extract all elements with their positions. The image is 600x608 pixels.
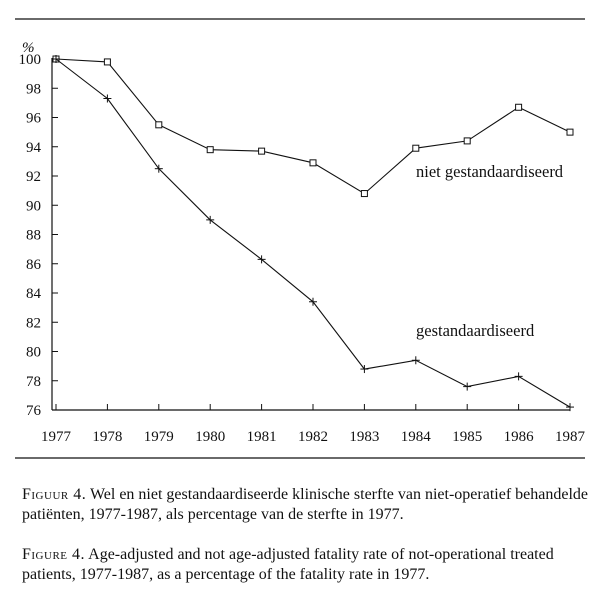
data-point-niet-gestandaardiseerd [258, 147, 266, 155]
data-point-niet-gestandaardiseerd [515, 103, 523, 111]
y-tick-label: 80 [26, 345, 41, 361]
data-point-gestandaardiseerd [206, 215, 215, 224]
series-line-gestandaardiseerd [55, 58, 571, 408]
data-point-gestandaardiseerd [52, 55, 60, 63]
series-layer [52, 55, 574, 412]
caption-english: Figure 4. Age-adjusted and not age-adjus… [22, 545, 588, 585]
y-tick-label: 98 [26, 81, 41, 97]
caption-english-text: Age-adjusted and not age-adjusted fatali… [22, 546, 554, 583]
series-label-gestandaardiseerd: gestandaardiseerd [416, 321, 535, 340]
y-axis-unit: % [22, 40, 35, 56]
data-point-gestandaardiseerd [514, 372, 523, 381]
data-point-gestandaardiseerd [103, 94, 112, 103]
y-tick-label: 88 [26, 228, 41, 244]
x-tick-label: 1982 [298, 429, 328, 445]
data-point-niet-gestandaardiseerd [206, 146, 214, 154]
data-point-gestandaardiseerd [309, 297, 317, 306]
y-tick-label: 94 [26, 140, 42, 156]
x-tick-label: 1979 [144, 429, 174, 445]
data-point-niet-gestandaardiseerd [566, 128, 574, 136]
y-tick-label: 76 [26, 403, 42, 419]
x-tick-label: 1981 [247, 429, 277, 445]
x-tick-label: 1980 [195, 429, 225, 445]
data-point-niet-gestandaardiseerd [103, 58, 111, 66]
x-tick-label: 1985 [452, 429, 482, 445]
x-tick-label: 1986 [504, 429, 535, 445]
data-point-gestandaardiseerd [463, 382, 472, 391]
data-point-gestandaardiseerd [257, 255, 266, 264]
y-tick-label: 92 [26, 169, 41, 185]
y-ticks: 76 78 80 82 84 86 88 90 92 94 96 98 100 [19, 52, 58, 419]
y-tick-label: 90 [26, 198, 41, 214]
data-point-niet-gestandaardiseerd [309, 159, 317, 167]
data-point-niet-gestandaardiseerd [360, 190, 368, 198]
data-point-gestandaardiseerd [411, 356, 420, 365]
y-tick-label: 100 [19, 52, 42, 68]
y-tick-label: 82 [26, 315, 41, 331]
x-tick-label: 1978 [92, 429, 122, 445]
y-tick-label: 78 [26, 374, 41, 390]
series-label-niet-gestandaardiseerd: niet gestandaardiseerd [416, 162, 564, 181]
y-tick-label: 86 [26, 257, 42, 273]
caption-dutch: Figuur 4. Wel en niet gestandaardiseerde… [22, 485, 588, 525]
y-tick-label: 84 [26, 286, 42, 302]
caption-english-lead: Figure 4. [22, 546, 86, 563]
x-tick-label: 1977 [41, 429, 72, 445]
x-tick-label: 1984 [401, 429, 432, 445]
data-point-gestandaardiseerd [154, 164, 163, 173]
caption-dutch-lead: Figuur 4. [22, 486, 87, 503]
data-point-niet-gestandaardiseerd [412, 144, 420, 152]
caption-dutch-text: Wel en niet gestandaardiseerde klinische… [22, 486, 588, 523]
data-point-gestandaardiseerd [566, 403, 574, 412]
y-tick-label: 96 [26, 111, 42, 127]
x-tick-label: 1983 [349, 429, 379, 445]
data-point-niet-gestandaardiseerd [463, 137, 471, 145]
data-point-niet-gestandaardiseerd [155, 121, 163, 129]
x-tick-label: 1987 [555, 429, 586, 445]
x-ticks: 1977 1978 1979 1980 1981 1982 1983 1984 1985 1986… [41, 404, 586, 445]
data-point-gestandaardiseerd [360, 365, 369, 374]
